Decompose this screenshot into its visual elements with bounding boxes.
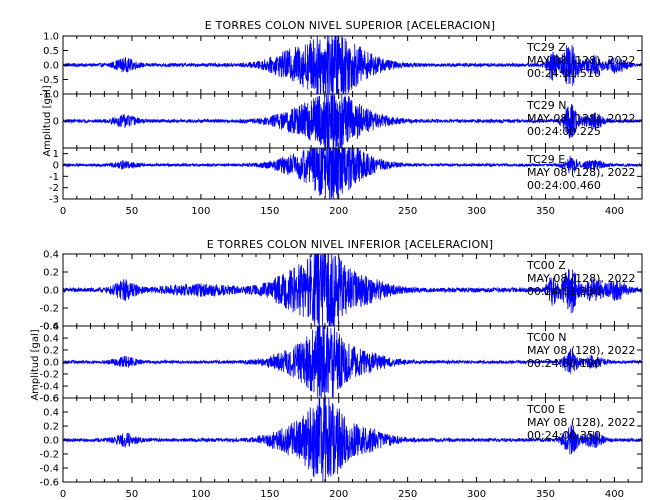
y-tick-label: 1.0 [43,32,59,43]
time-label: 00:24:00.350 [527,429,601,442]
x-tick-label: 350 [536,489,555,500]
y-tick-label: -0.2 [39,450,59,461]
x-tick-label: 400 [605,206,624,217]
chart-upper-ylabel: Amplitud [gal] [42,85,53,156]
y-tick-label: 0.6 [43,322,59,333]
chart-lower: E TORRES COLON NIVEL INFERIOR [ACELERACI… [30,238,643,500]
x-tick-label: 0 [60,206,66,217]
x-tick-label: 200 [329,489,348,500]
y-tick-label: 0.0 [43,358,59,369]
y-tick-label: 0.5 [43,46,59,57]
y-tick-label: 0.0 [43,61,59,72]
date-label: MAY 08 (128), 2022 [527,112,635,125]
x-tick-label: 150 [260,206,279,217]
waveform-trace [62,35,643,95]
y-tick-label: -0.4 [39,382,59,393]
y-tick-label: -0.4 [39,322,59,333]
y-tick-label: -0.6 [39,394,59,405]
waveform-trace [62,325,643,399]
y-tick-label: -0.4 [39,464,59,475]
y-tick-label: 0.4 [43,334,59,345]
station-label: TC00 N [526,331,566,344]
y-tick-label: 0 [53,117,59,128]
x-tick-label: 0 [60,489,66,500]
x-tick-label: 250 [398,206,417,217]
time-label: 00:24:00.460 [527,179,601,192]
x-tick-label: 300 [467,489,486,500]
time-label: 00:24:01.510 [527,67,601,80]
y-tick-label: 0.4 [43,250,59,261]
waveform-trace [62,93,643,149]
chart-upper: E TORRES COLON NIVEL SUPERIOR [ACELERACI… [39,19,643,217]
date-label: MAY 08 (128), 2022 [527,416,635,429]
y-tick-label: -0.5 [39,75,59,86]
chart-lower-ylabel: Amplitud [gal] [30,329,41,400]
y-tick-label: -3 [49,195,59,206]
y-tick-label: -1 [49,172,59,183]
x-tick-label: 50 [126,489,139,500]
y-tick-label: 0.0 [43,436,59,447]
x-tick-label: 100 [191,206,210,217]
y-tick-label: -1.0 [39,90,59,101]
waveform-trace [62,397,643,483]
date-label: MAY 08 (128), 2022 [527,166,635,179]
chart-upper-title: E TORRES COLON NIVEL SUPERIOR [ACELERACI… [205,19,495,32]
waveform-trace [62,253,643,327]
y-tick-label: -0.6 [39,478,59,489]
time-label: 00:24:01.330 [527,285,601,298]
y-tick-label: 0 [53,161,59,172]
station-label: TC29 N [526,99,566,112]
x-tick-label: 300 [467,206,486,217]
station-label: TC29 E [526,153,565,166]
date-label: MAY 08 (128), 2022 [527,344,635,357]
x-tick-label: 350 [536,206,555,217]
y-tick-label: 0.4 [43,408,59,419]
chart-lower-title: E TORRES COLON NIVEL INFERIOR [ACELERACI… [207,238,494,251]
y-tick-label: 1 [53,149,59,160]
y-tick-label: 0.2 [43,268,59,279]
x-tick-label: 200 [329,206,348,217]
time-label: 00:24:00.225 [527,125,601,138]
station-label: TC29 Z [526,41,566,54]
station-label: TC00 Z [526,259,566,272]
y-tick-label: 0.0 [43,286,59,297]
y-tick-label: -2 [49,183,59,194]
date-label: MAY 08 (128), 2022 [527,54,635,67]
x-tick-label: 100 [191,489,210,500]
x-tick-label: 50 [126,206,139,217]
y-tick-label: 0.2 [43,346,59,357]
time-label: 00:24:00.190 [527,357,601,370]
y-tick-label: -0.2 [39,370,59,381]
y-tick-label: 0.2 [43,422,59,433]
x-tick-label: 400 [605,489,624,500]
y-tick-label: 0.6 [43,394,59,405]
date-label: MAY 08 (128), 2022 [527,272,635,285]
station-label: TC00 E [526,403,565,416]
x-tick-label: 150 [260,489,279,500]
x-tick-label: 250 [398,489,417,500]
y-tick-label: -0.2 [39,304,59,315]
